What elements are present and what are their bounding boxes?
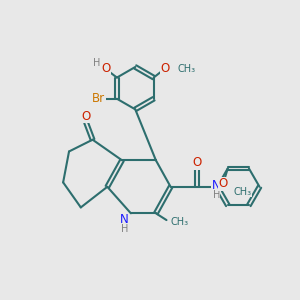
Text: H: H bbox=[121, 224, 128, 234]
Text: CH₃: CH₃ bbox=[177, 64, 195, 74]
Text: H: H bbox=[93, 58, 100, 68]
Text: O: O bbox=[82, 110, 91, 123]
Text: CH₃: CH₃ bbox=[234, 187, 252, 197]
Text: O: O bbox=[219, 177, 228, 190]
Text: O: O bbox=[160, 62, 170, 75]
Text: O: O bbox=[193, 156, 202, 169]
Text: H: H bbox=[213, 190, 220, 200]
Text: N: N bbox=[120, 213, 129, 226]
Text: CH₃: CH₃ bbox=[170, 217, 188, 226]
Text: Br: Br bbox=[92, 92, 105, 105]
Text: O: O bbox=[101, 61, 110, 75]
Text: N: N bbox=[212, 179, 220, 192]
